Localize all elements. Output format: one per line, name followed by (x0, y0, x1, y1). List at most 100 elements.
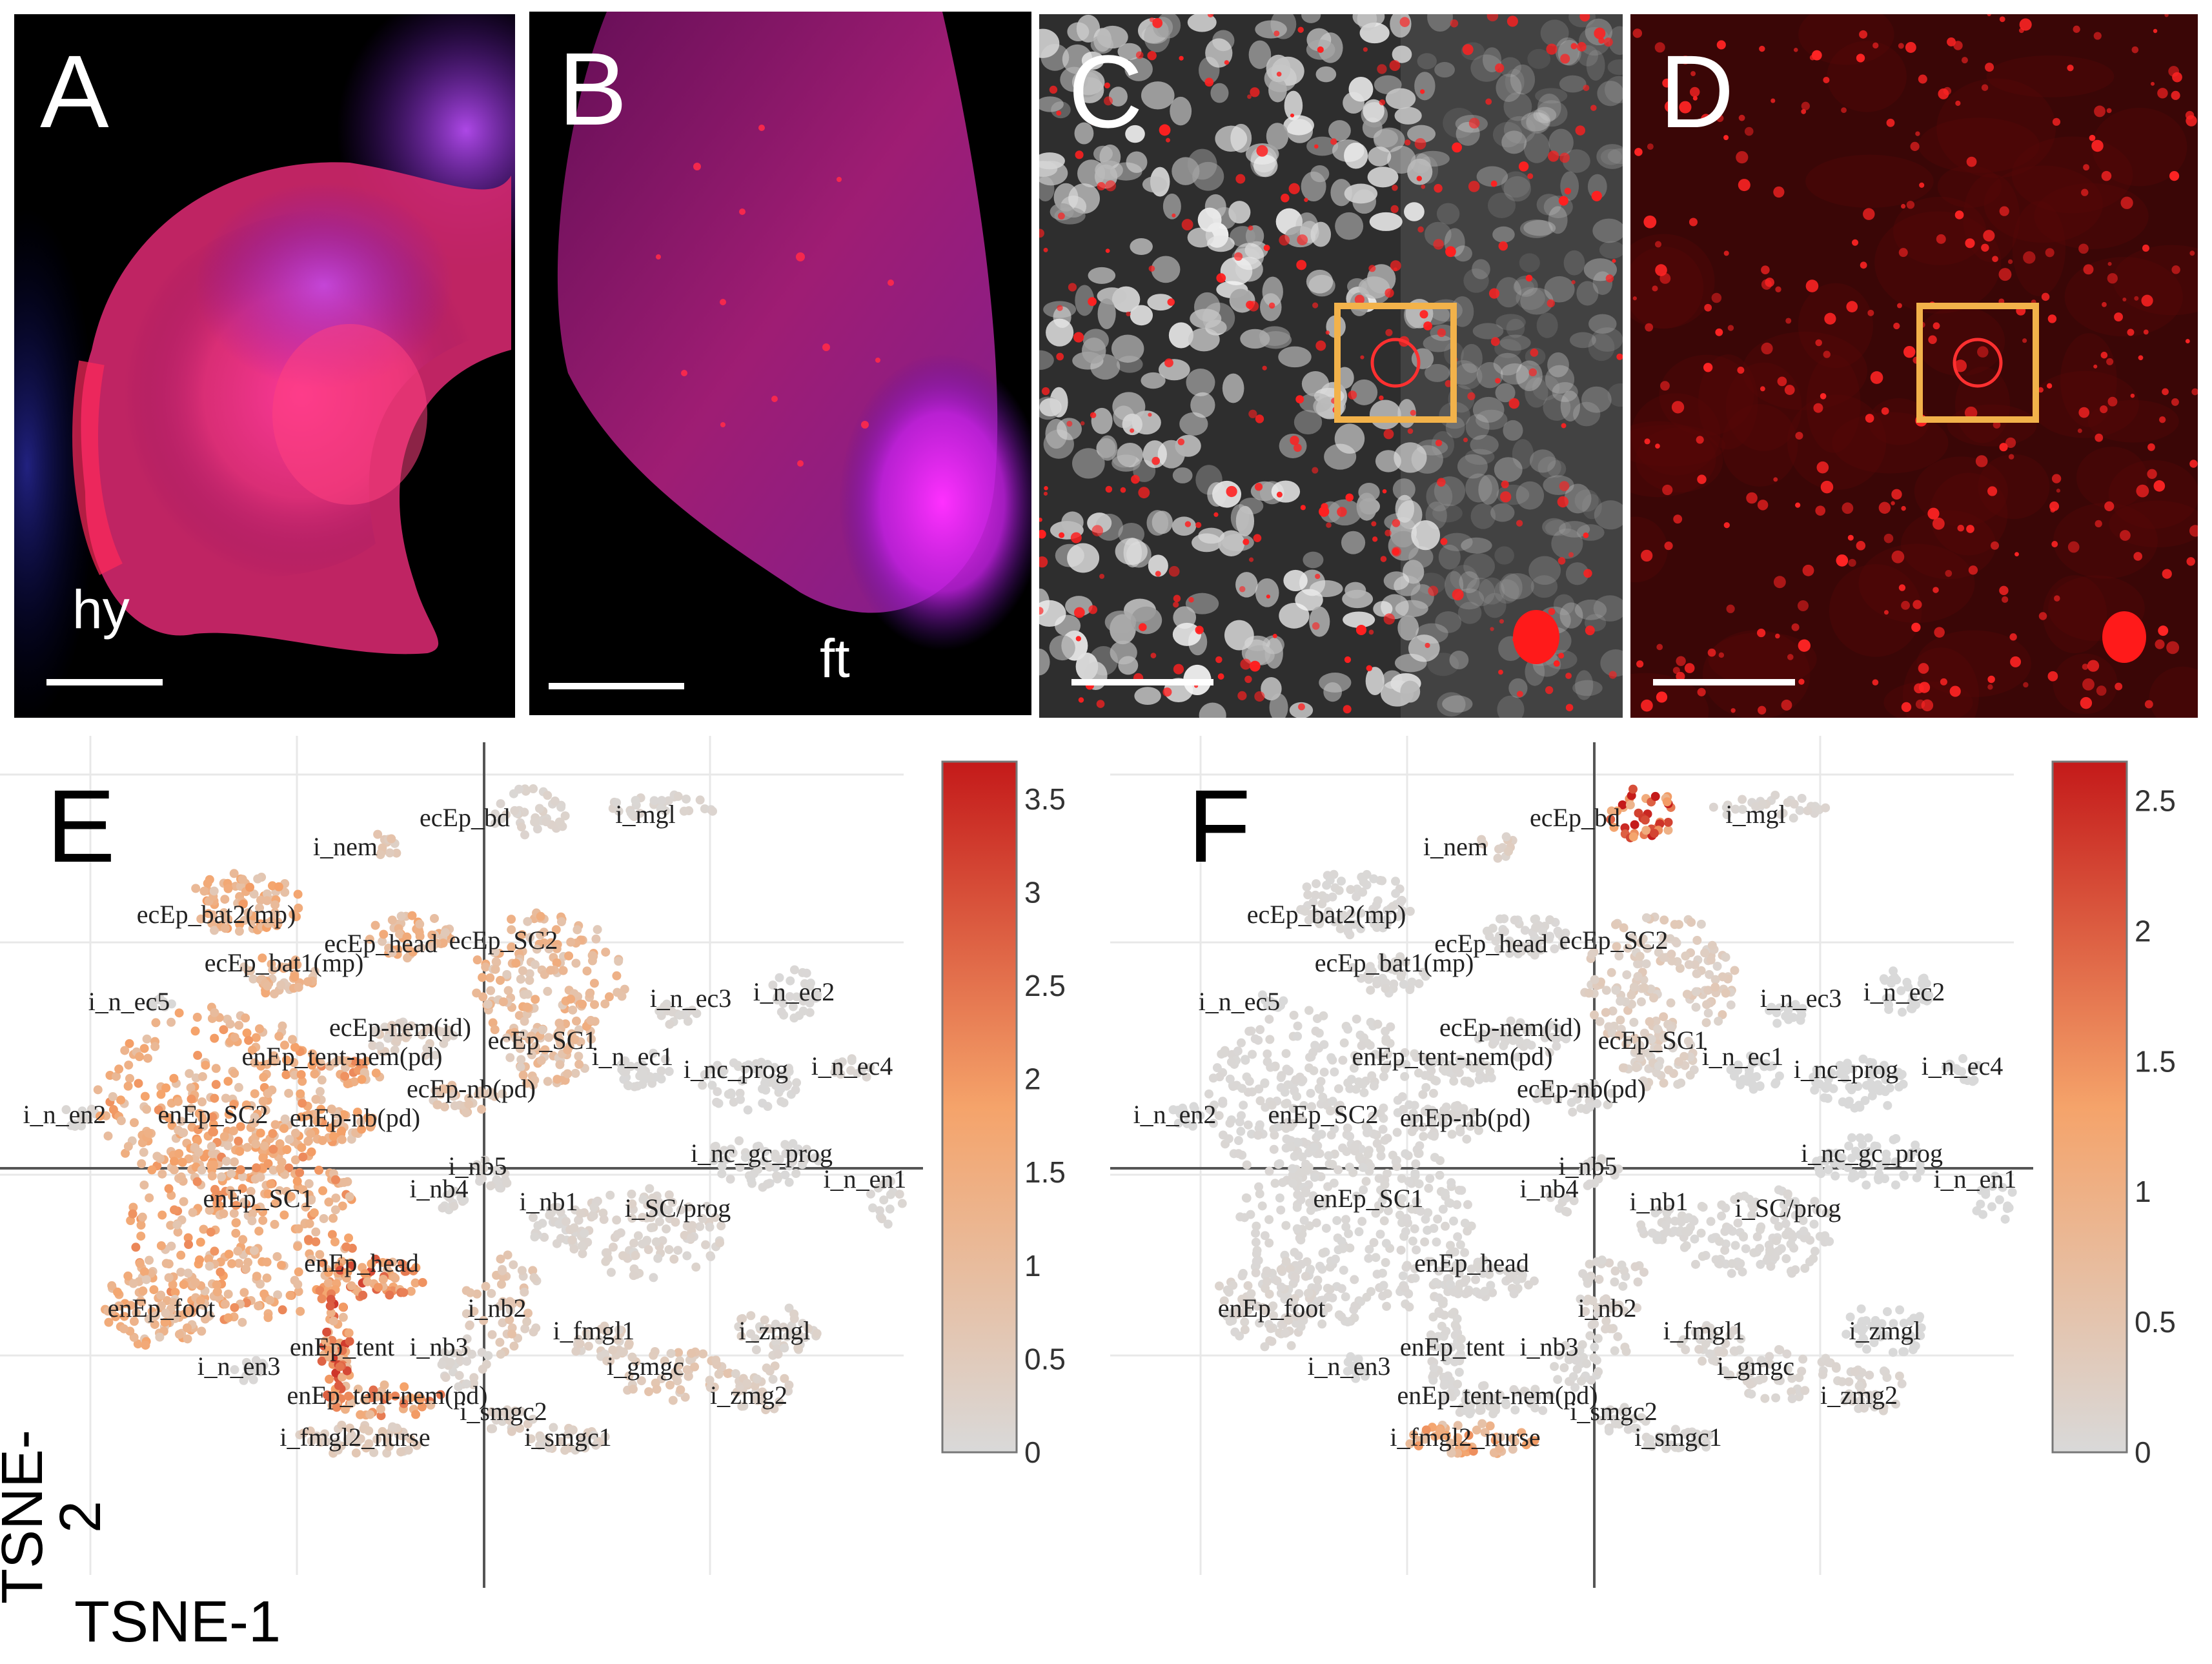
tsne-point (507, 1329, 516, 1339)
tsne-point (1318, 1295, 1328, 1305)
tsne-point (1312, 1218, 1321, 1228)
tsne-point (517, 1266, 527, 1275)
tsne-point (241, 1371, 251, 1381)
tsne-point (627, 1352, 637, 1362)
tsne-point (1798, 1354, 1808, 1364)
tsne-point (706, 1252, 716, 1261)
tsne-point (491, 964, 500, 974)
tsne-point (627, 810, 637, 820)
tsne-point (1778, 808, 1788, 818)
tsne-point (1858, 1140, 1867, 1150)
tsne-point (1431, 1277, 1441, 1287)
tsne-point (1240, 1213, 1250, 1223)
tsne-point (224, 1110, 234, 1119)
tsne-point (1916, 1323, 1926, 1333)
tsne-point (638, 1195, 648, 1204)
tsne-point (775, 1397, 784, 1406)
tsne-point (1225, 1317, 1235, 1326)
tsne-point (707, 1081, 717, 1090)
tsne-point (708, 806, 718, 816)
tsne-point (574, 1051, 583, 1061)
tsne-point (1897, 1379, 1907, 1388)
tsne-point (1724, 1224, 1734, 1233)
tsne-point (250, 1089, 259, 1099)
tsne-point (1595, 1017, 1605, 1026)
tsne-point (1440, 1066, 1450, 1076)
tsne-point (1636, 1220, 1646, 1230)
tsne-point (174, 1008, 184, 1018)
tsne-point (365, 1410, 375, 1419)
tsne-point (1290, 1272, 1300, 1282)
tsne-point (1589, 1079, 1599, 1089)
tsne-point (1349, 1063, 1359, 1073)
tsne-point (734, 1322, 744, 1332)
tsne-point (205, 1261, 214, 1271)
tsne-point (690, 1362, 700, 1372)
cluster-label: ecEp_bd (1530, 803, 1620, 832)
tsne-point (875, 1206, 884, 1215)
cluster-label: enEp-nb(pd) (290, 1103, 420, 1132)
tsne-point (1864, 1159, 1874, 1168)
tsne-point (1390, 966, 1400, 975)
tsne-point (1705, 969, 1714, 979)
tsne-point (1410, 1124, 1419, 1133)
tsne-point (263, 1089, 273, 1099)
tsne-point (93, 1085, 103, 1095)
tsne-point (587, 951, 597, 960)
tsne-point (552, 958, 562, 968)
tsne-point (709, 1156, 718, 1166)
tsne-point (305, 1219, 314, 1228)
tsne-point (191, 884, 201, 893)
tsne-point (1263, 1049, 1272, 1059)
tsne-point (507, 942, 516, 952)
tsne-point (1567, 1098, 1576, 1108)
tsne-point (1666, 1024, 1676, 1033)
tsne-point (1350, 1051, 1360, 1060)
tsne-point (1882, 1155, 1891, 1164)
tsne-point (1388, 902, 1397, 911)
tsne-point (1618, 1063, 1628, 1073)
tsne-point (277, 1261, 287, 1270)
tsne-point (125, 1039, 134, 1048)
cluster-label: enEp_SC1 (1313, 1184, 1423, 1213)
tsne-point (1701, 1339, 1710, 1348)
tsne-point (804, 1324, 813, 1334)
tsne-point (305, 1426, 315, 1436)
tsne-point (123, 1142, 133, 1152)
tsne-point (1545, 931, 1555, 941)
tsne-point (1281, 1049, 1291, 1059)
tsne-point (1814, 1160, 1823, 1170)
tsne-point (1400, 1071, 1410, 1081)
tsne-point (510, 806, 520, 815)
tsne-point (779, 1098, 789, 1108)
tsne-point (491, 947, 500, 957)
tsne-point (299, 1428, 309, 1438)
cluster-label: i_n_ec2 (1863, 977, 1945, 1006)
tsne-point (310, 1069, 320, 1079)
tsne-point (1527, 1040, 1536, 1050)
tsne-point (1432, 1237, 1441, 1247)
tsne-point (1214, 1111, 1224, 1121)
tsne-points (61, 784, 907, 1458)
tsne-point (131, 1243, 141, 1252)
tsne-point (1329, 1179, 1339, 1188)
tsne-point (1370, 907, 1379, 917)
tsne-point (436, 1027, 446, 1037)
tsne-point (370, 920, 380, 930)
tsne-point (1799, 1226, 1809, 1236)
tsne-point (1609, 1300, 1619, 1310)
tsne-point (229, 1100, 239, 1110)
tsne-point (1501, 832, 1511, 842)
tsne-point (411, 1278, 420, 1288)
tsne-point (1276, 1282, 1286, 1292)
tsne-point (1454, 1110, 1464, 1120)
tsne-point (1815, 1079, 1825, 1089)
tsne-point (673, 1246, 683, 1255)
tsne-point (1235, 1331, 1244, 1341)
cluster-label: i_n_ec1 (1702, 1042, 1784, 1071)
tsne-point (116, 1116, 126, 1126)
tsne-point (225, 1186, 235, 1195)
tsne-point (1662, 797, 1672, 807)
tsne-point (1624, 1035, 1634, 1045)
cluster-label: i_n_en1 (1934, 1164, 2017, 1193)
